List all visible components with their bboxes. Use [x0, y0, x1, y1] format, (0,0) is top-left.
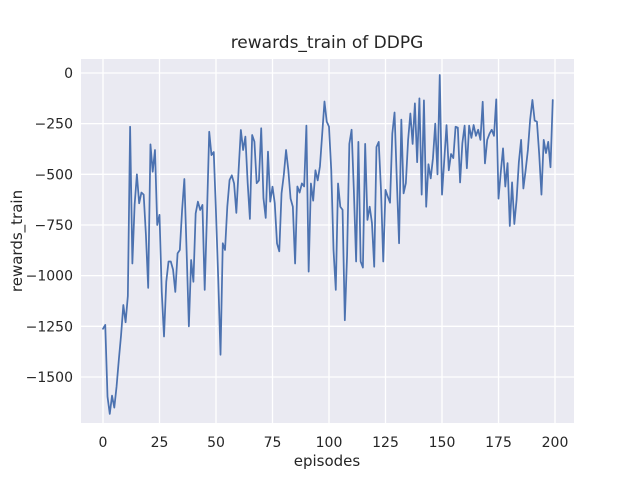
x-tick-label: 25 — [151, 435, 169, 451]
y-tick-label: −1000 — [26, 269, 73, 285]
tick-labels: 0 25 50 75 100 125 150 175 200 0 −250 −500 −750 −1000… — [26, 66, 569, 451]
x-tick-label: 125 — [372, 435, 399, 451]
x-axis-label: episodes — [294, 452, 361, 470]
x-tick-label: 200 — [542, 435, 569, 451]
y-tick-label: −500 — [35, 167, 73, 183]
plot-area — [81, 59, 574, 423]
x-tick-label: 75 — [264, 435, 282, 451]
series-line — [102, 74, 554, 415]
x-tick-label: 0 — [99, 435, 108, 451]
x-tick-label: 50 — [207, 435, 225, 451]
y-tick-label: −1250 — [26, 319, 73, 335]
x-tick-label: 175 — [485, 435, 512, 451]
y-tick-label: −250 — [35, 117, 73, 133]
gridlines — [81, 59, 574, 423]
y-tick-label: 0 — [64, 66, 73, 82]
x-tick-label: 150 — [429, 435, 456, 451]
x-tick-label: 100 — [316, 435, 343, 451]
y-tick-label: −1500 — [26, 370, 73, 386]
y-tick-label: −750 — [35, 218, 73, 234]
y-axis-label: rewards_train — [8, 190, 27, 292]
chart-title: rewards_train of DDPG — [231, 33, 424, 53]
